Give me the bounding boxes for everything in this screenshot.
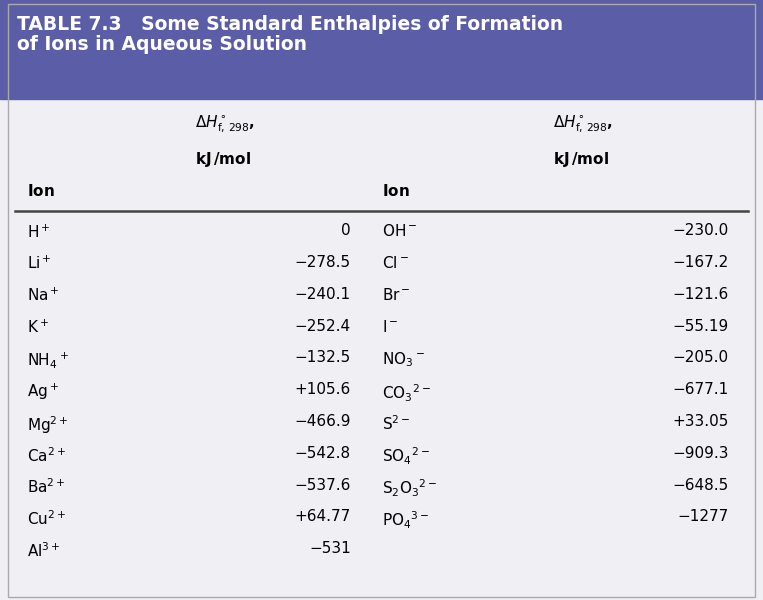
- Text: CO$_3$$^{2-}$: CO$_3$$^{2-}$: [382, 382, 430, 404]
- Text: −132.5: −132.5: [295, 350, 351, 365]
- Text: NH$_4$$^+$: NH$_4$$^+$: [27, 350, 69, 370]
- Text: S$^{2-}$: S$^{2-}$: [382, 414, 410, 433]
- Text: −466.9: −466.9: [295, 414, 351, 429]
- Text: Mg$^{2+}$: Mg$^{2+}$: [27, 414, 69, 436]
- Text: of Ions in Aqueous Solution: of Ions in Aqueous Solution: [17, 35, 307, 54]
- Text: 0: 0: [341, 223, 351, 238]
- Text: $\mathbf{Ion}$: $\mathbf{Ion}$: [27, 183, 54, 199]
- Text: $\mathbf{Ion}$: $\mathbf{Ion}$: [382, 183, 409, 199]
- Text: −542.8: −542.8: [295, 446, 351, 461]
- Text: Br$^-$: Br$^-$: [382, 287, 410, 303]
- Text: −537.6: −537.6: [295, 478, 351, 493]
- Text: −55.19: −55.19: [672, 319, 729, 334]
- Text: S$_2$O$_3$$^{2-}$: S$_2$O$_3$$^{2-}$: [382, 478, 436, 499]
- Text: TABLE 7.3   Some Standard Enthalpies of Formation: TABLE 7.3 Some Standard Enthalpies of Fo…: [17, 15, 563, 34]
- Text: Al$^{3+}$: Al$^{3+}$: [27, 541, 60, 560]
- Text: $\mathbf{kJ\,/mol}$: $\mathbf{kJ\,/mol}$: [553, 150, 610, 169]
- Text: OH$^-$: OH$^-$: [382, 223, 417, 239]
- Text: −1277: −1277: [678, 509, 729, 524]
- Text: Na$^+$: Na$^+$: [27, 287, 60, 304]
- Text: Cl$^-$: Cl$^-$: [382, 255, 408, 271]
- Text: Cu$^{2+}$: Cu$^{2+}$: [27, 509, 66, 528]
- Text: $\Delta$$\mathit{H}$$^\circ_{\mathsf{f,\,298}}$,: $\Delta$$\mathit{H}$$^\circ_{\mathsf{f,\…: [195, 114, 254, 135]
- Text: +33.05: +33.05: [672, 414, 729, 429]
- Text: PO$_4$$^{3-}$: PO$_4$$^{3-}$: [382, 509, 429, 531]
- Text: SO$_4$$^{2-}$: SO$_4$$^{2-}$: [382, 446, 430, 467]
- Text: +105.6: +105.6: [295, 382, 351, 397]
- Text: −278.5: −278.5: [295, 255, 351, 270]
- Text: −121.6: −121.6: [672, 287, 729, 302]
- Text: Ca$^{2+}$: Ca$^{2+}$: [27, 446, 66, 464]
- Text: +64.77: +64.77: [295, 509, 351, 524]
- Text: $\mathbf{kJ\,/mol}$: $\mathbf{kJ\,/mol}$: [195, 150, 251, 169]
- Text: Li$^+$: Li$^+$: [27, 255, 51, 272]
- Text: −909.3: −909.3: [672, 446, 729, 461]
- Text: NO$_3$$^-$: NO$_3$$^-$: [382, 350, 424, 369]
- Text: K$^+$: K$^+$: [27, 319, 49, 336]
- Text: Ba$^{2+}$: Ba$^{2+}$: [27, 478, 66, 496]
- Text: −240.1: −240.1: [295, 287, 351, 302]
- Text: I$^-$: I$^-$: [382, 319, 398, 335]
- Text: −230.0: −230.0: [672, 223, 729, 238]
- Bar: [0, 0, 763, 99]
- Text: −648.5: −648.5: [672, 478, 729, 493]
- Text: −205.0: −205.0: [672, 350, 729, 365]
- Text: H$^+$: H$^+$: [27, 223, 50, 241]
- Text: −677.1: −677.1: [672, 382, 729, 397]
- Text: −252.4: −252.4: [295, 319, 351, 334]
- Text: −167.2: −167.2: [672, 255, 729, 270]
- Text: $\Delta$$\mathit{H}$$^\circ_{\mathsf{f,\,298}}$,: $\Delta$$\mathit{H}$$^\circ_{\mathsf{f,\…: [553, 114, 613, 135]
- Text: −531: −531: [309, 541, 351, 556]
- Text: Ag$^+$: Ag$^+$: [27, 382, 59, 403]
